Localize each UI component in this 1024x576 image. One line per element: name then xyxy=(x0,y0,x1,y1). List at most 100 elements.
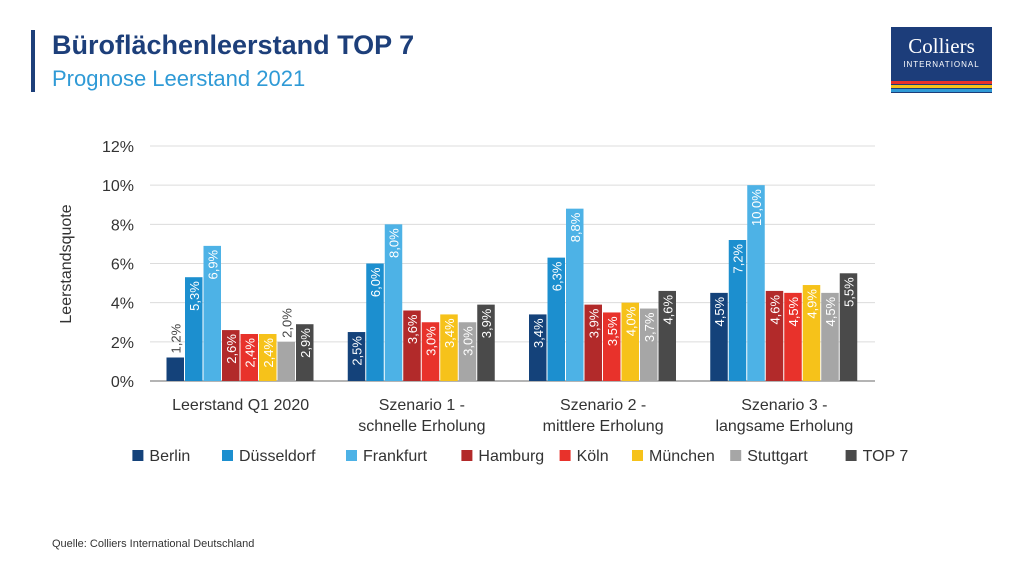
y-tick-label: 8% xyxy=(111,217,134,234)
bar xyxy=(839,273,858,381)
data-label: 3,9% xyxy=(479,308,494,338)
bar xyxy=(440,314,458,381)
bar xyxy=(747,185,765,381)
legend-entry: Köln xyxy=(577,448,609,465)
data-label: 3,4% xyxy=(531,318,546,348)
x-category-label: Leerstand Q1 2020 xyxy=(172,397,309,414)
data-label: 2,5% xyxy=(350,336,365,366)
data-label: 6,3% xyxy=(549,261,564,291)
logo-name: Colliers xyxy=(908,34,975,58)
legend-swatch xyxy=(346,450,357,461)
x-category-label: Szenario 2 - xyxy=(560,397,646,414)
bar xyxy=(296,324,314,381)
bar xyxy=(259,334,277,381)
bar xyxy=(547,257,565,381)
y-tick-label: 6% xyxy=(111,257,134,274)
bar xyxy=(222,330,240,381)
bar xyxy=(710,292,728,381)
data-label: 2,0% xyxy=(279,308,294,338)
logo-stripe-blue xyxy=(891,89,992,92)
data-label: 3,6% xyxy=(405,314,420,344)
bar xyxy=(240,334,258,381)
bar xyxy=(477,304,495,381)
legend-swatch xyxy=(730,450,742,461)
bar xyxy=(728,240,747,381)
data-label: 4,5% xyxy=(823,296,838,326)
bar xyxy=(784,292,802,381)
data-label: 2,4% xyxy=(261,338,276,368)
data-label: 2,9% xyxy=(298,328,313,358)
bar xyxy=(765,290,784,381)
data-label: 3,4% xyxy=(442,318,457,348)
bar xyxy=(640,308,658,381)
y-tick-label: 10% xyxy=(102,178,134,195)
y-tick-label: 0% xyxy=(111,374,134,391)
bar xyxy=(403,310,421,381)
legend-entry: Stuttgart xyxy=(747,448,808,465)
bar xyxy=(347,332,366,381)
y-tick-label: 12% xyxy=(102,139,134,156)
bar xyxy=(166,357,184,381)
legend-swatch xyxy=(132,450,144,461)
legend-swatch xyxy=(559,450,571,461)
data-label: 3,5% xyxy=(605,316,620,346)
logo-subtitle: INTERNATIONAL xyxy=(903,60,980,69)
legend-entry: München xyxy=(649,448,715,465)
bar xyxy=(621,302,639,381)
data-label: 2,4% xyxy=(242,338,257,368)
data-label: 3,7% xyxy=(642,312,657,342)
data-label: 7,2% xyxy=(731,244,746,274)
data-label: 6,0% xyxy=(368,267,383,297)
y-tick-label: 4% xyxy=(111,296,134,313)
bar xyxy=(203,245,221,381)
legend-entry: Düsseldorf xyxy=(239,448,316,465)
data-label: 3,0% xyxy=(461,326,476,356)
data-label: 4,6% xyxy=(768,294,783,324)
x-category-label: schnelle Erholung xyxy=(358,418,485,435)
title-accent-bar xyxy=(31,30,35,92)
legend-entry: TOP 7 xyxy=(863,448,909,465)
data-label: 4,9% xyxy=(805,289,820,319)
bar xyxy=(821,292,839,381)
data-label: 2,6% xyxy=(224,334,239,364)
data-label: 5,5% xyxy=(842,277,857,307)
page-title: Büroflächenleerstand TOP 7 xyxy=(52,30,415,60)
bar xyxy=(584,304,602,381)
data-label: 10,0% xyxy=(749,189,764,226)
legend-swatch xyxy=(845,450,857,461)
bar xyxy=(566,208,584,381)
data-label: 4,5% xyxy=(786,296,801,326)
bar xyxy=(384,224,403,381)
logo-stripe-red xyxy=(891,81,992,84)
legend-swatch xyxy=(632,450,643,461)
bar xyxy=(185,277,203,381)
legend-swatch xyxy=(461,450,473,461)
y-tick-label: 2% xyxy=(111,335,134,352)
bar xyxy=(458,322,477,381)
legend-swatch xyxy=(222,450,233,461)
logo-stripes xyxy=(891,80,992,93)
bar xyxy=(802,285,821,381)
data-label: 6,9% xyxy=(205,249,220,279)
data-label: 8,8% xyxy=(568,212,583,242)
x-category-label: Szenario 3 - xyxy=(741,397,827,414)
colliers-logo: Colliers INTERNATIONAL xyxy=(891,27,992,93)
y-axis-label: Leerstandsquote xyxy=(58,204,75,323)
legend-entry: Berlin xyxy=(149,448,190,465)
x-category-label: langsame Erholung xyxy=(715,418,853,435)
data-label: 4,5% xyxy=(712,296,727,326)
bar xyxy=(529,314,547,381)
data-label: 4,0% xyxy=(623,306,638,336)
page-subtitle: Prognose Leerstand 2021 xyxy=(52,66,306,91)
bar xyxy=(658,290,676,381)
logo-stripe-yellow xyxy=(891,85,992,88)
data-label: 1,2% xyxy=(168,323,183,353)
x-category-label: Szenario 1 - xyxy=(379,397,465,414)
source-note: Quelle: Colliers International Deutschla… xyxy=(52,538,255,550)
data-label: 4,6% xyxy=(660,294,675,324)
bar xyxy=(277,341,295,381)
bar xyxy=(421,322,440,381)
data-label: 8,0% xyxy=(387,228,402,258)
x-category-label: mittlere Erholung xyxy=(543,418,664,435)
